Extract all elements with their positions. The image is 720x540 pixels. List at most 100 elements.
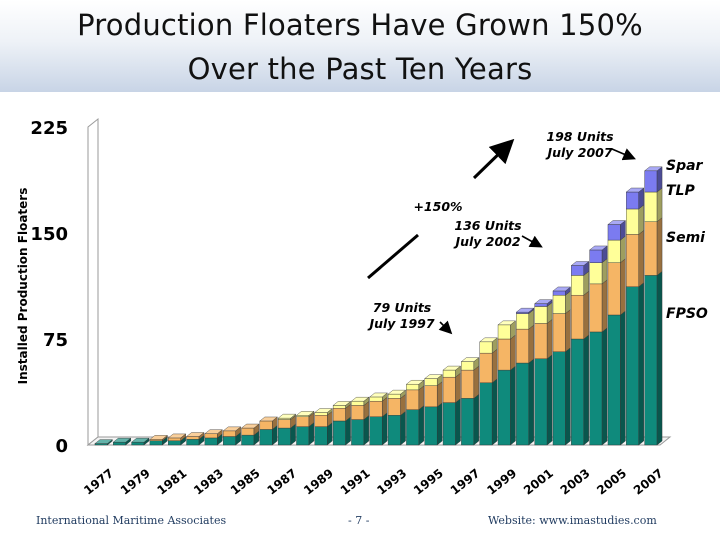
bar-top-1999 [497, 320, 517, 326]
bar-tlp-2006 [626, 208, 639, 235]
y-tick-label: 75 [43, 330, 68, 351]
bar-top-1996 [442, 365, 462, 371]
bar-fpso-1984 [222, 436, 236, 446]
callout-arrow-2007 [611, 148, 636, 161]
bar-semi-2006 [626, 234, 639, 287]
bar-tlp-1996 [442, 369, 456, 378]
bar-side-fpso-1991 [363, 415, 370, 446]
bar-side-fpso-1995 [436, 402, 443, 446]
bar-semi-1998 [479, 352, 493, 384]
bar-side-fpso-1994 [418, 405, 425, 446]
bar-semi-1983 [204, 433, 218, 439]
x-tick-label: 1977 [81, 466, 116, 498]
chart: 0 75 150 225 Installed Production Floaters 19… [16, 117, 708, 498]
bar-top-2000 [515, 307, 535, 313]
bar-tlp-1990 [332, 405, 346, 409]
bar-side-fpso-2004 [601, 327, 608, 446]
bar-fpso-1994 [406, 409, 420, 446]
x-tick-label: 2007 [631, 466, 666, 498]
growth-arrow-upper [472, 138, 515, 180]
bar-side-fpso-1998 [491, 378, 498, 446]
bar-top-1980 [149, 435, 168, 440]
bar-side-fpso-1992 [382, 412, 388, 446]
bar-top-1990 [332, 401, 352, 406]
bar-side-semi-1997 [473, 365, 480, 399]
bar-spar-2000 [516, 311, 530, 314]
bar-semi-1990 [332, 408, 346, 422]
bar-spar-2002 [552, 290, 566, 296]
bar-semi-1994 [406, 389, 420, 410]
bar-side-semi-2005 [620, 258, 626, 316]
bar-top-2002 [552, 286, 572, 292]
slide-title-line-2: Over the Past Ten Years [187, 52, 533, 86]
bar-spar-2003 [571, 265, 584, 276]
bar-semi-2004 [589, 283, 603, 333]
legend-label-fpso: FPSO [666, 306, 708, 322]
bar-top-1983 [204, 429, 223, 434]
x-tick-label: 1989 [301, 466, 336, 498]
bar-top-2006 [625, 187, 645, 193]
bar-top-1977 [94, 439, 113, 444]
bar-side-tlp-2007 [656, 187, 663, 223]
bar-side-fpso-2003 [583, 334, 589, 446]
bar-side-tlp-2004 [601, 258, 608, 285]
bar-top-1992 [369, 392, 388, 398]
bar-side-spar-2007 [656, 166, 663, 193]
bar-semi-1982 [186, 436, 200, 440]
bar-side-semi-1995 [436, 381, 443, 408]
bar-tlp-1987 [277, 417, 291, 420]
bar-spar-2005 [607, 224, 621, 241]
bar-top-1997 [460, 357, 480, 362]
y-tick-label: 225 [30, 118, 68, 139]
legend-label-tlp: TLP [666, 183, 695, 199]
bar-semi-1981 [168, 437, 181, 441]
x-tick-label: 1997 [448, 466, 483, 498]
bar-side-fpso-2000 [528, 358, 535, 446]
bar-fpso-2001 [534, 358, 548, 446]
x-tick-label: 1999 [484, 466, 519, 498]
bar-semi-2003 [571, 294, 584, 340]
bar-fpso-1981 [168, 440, 181, 446]
footer-website: Website: www.imastudies.com [488, 514, 657, 527]
bar-side-fpso-1996 [455, 398, 461, 446]
chart-side-wall [87, 117, 99, 447]
bar-tlp-1999 [497, 324, 511, 340]
bar-tlp-2002 [552, 294, 566, 314]
bar-tlp-2004 [589, 262, 603, 285]
bar-side-semi-1998 [491, 348, 498, 384]
bar-side-semi-2003 [583, 290, 589, 340]
bar-tlp-2001 [534, 306, 548, 324]
bar-top-2003 [570, 261, 590, 266]
bar-fpso-1997 [461, 398, 475, 446]
bar-spar-2001 [534, 303, 548, 307]
bar-fpso-1985 [241, 434, 255, 446]
bar-side-fpso-1990 [345, 416, 351, 446]
annotation-u198: 198 Units July 2007 [544, 129, 613, 160]
bar-top-1991 [350, 396, 370, 402]
bar-fpso-2006 [626, 286, 639, 446]
bar-fpso-1996 [442, 402, 456, 446]
bar-semi-1985 [241, 427, 255, 436]
bar-side-semi-2007 [656, 217, 663, 276]
bar-fpso-2007 [644, 275, 658, 446]
x-tick-label: 2003 [558, 466, 593, 498]
bar-fpso-2005 [607, 314, 621, 446]
bar-fpso-2000 [516, 362, 530, 446]
bar-semi-1988 [296, 416, 310, 427]
bar-semi-2007 [644, 221, 658, 276]
bar-fpso-1998 [479, 382, 493, 446]
bar-top-1993 [387, 389, 407, 395]
slide-title-line-1: Production Floaters Have Grown 150% [77, 8, 643, 42]
bar-side-fpso-1997 [473, 393, 480, 446]
bar-fpso-2002 [552, 351, 566, 446]
bar-spar-2006 [626, 191, 639, 210]
bar-semi-2002 [552, 313, 566, 352]
bar-semi-1986 [259, 420, 273, 430]
x-tick-label: 1981 [155, 466, 190, 498]
bar-side-semi-1999 [510, 334, 516, 371]
bar-side-semi-1996 [455, 372, 461, 404]
footer-company: International Maritime Associates [36, 514, 227, 527]
bar-side-fpso-2006 [638, 282, 644, 446]
growth-arrow-lower [367, 233, 419, 280]
bar-top-2005 [607, 220, 626, 225]
